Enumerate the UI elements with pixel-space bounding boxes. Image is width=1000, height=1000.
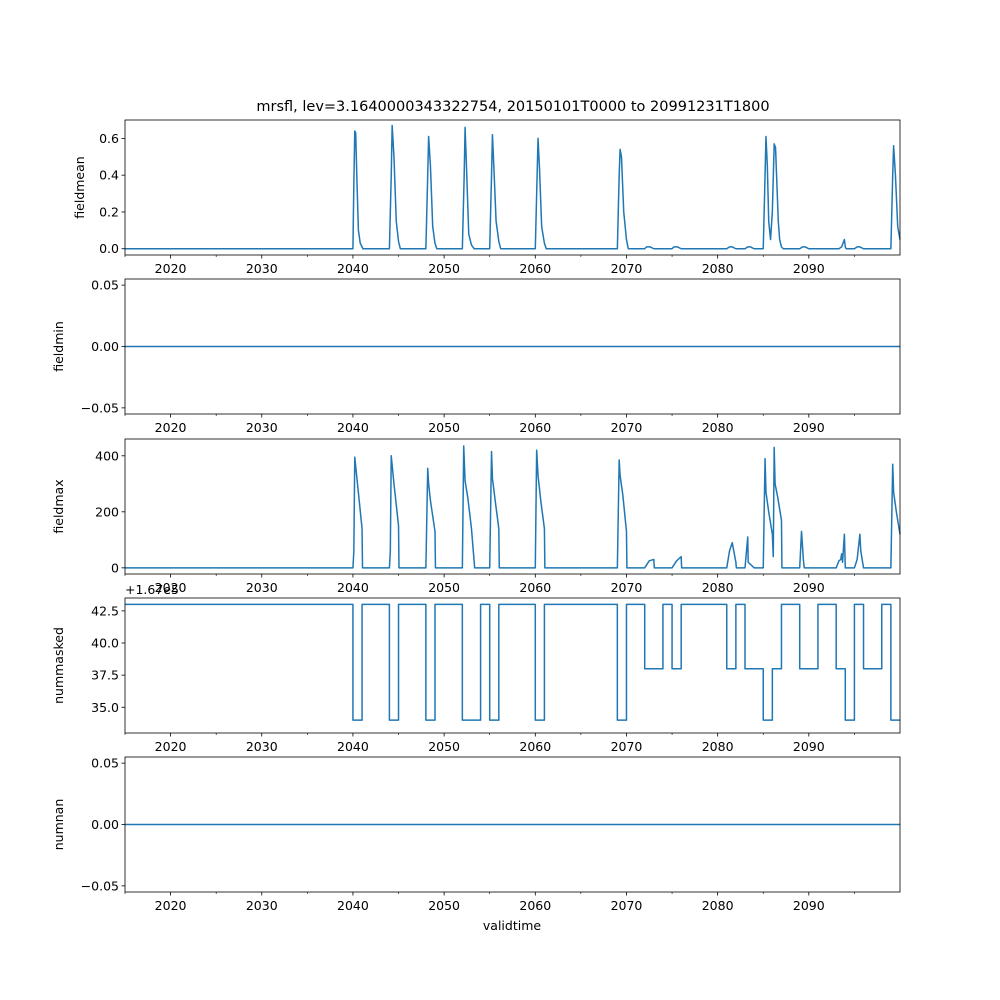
series-line-fieldmean [125,124,901,250]
x-tick-label: 2030 [246,739,278,754]
y-tick-label: 0.00 [91,339,119,354]
x-axis-label: validtime [483,918,541,933]
x-tick-label: 2050 [428,739,460,754]
y-axis-label: fieldmin [51,321,66,372]
y-axis-label: fieldmax [51,479,66,533]
x-tick-label: 2050 [428,898,460,913]
y-axis-label: nummasked [51,627,66,704]
y-axis-label: fieldmean [72,156,87,218]
x-tick-label: 2040 [337,739,369,754]
x-tick-label: 2030 [246,420,278,435]
y-tick-label: 0 [111,560,119,575]
x-tick-label: 2070 [611,420,643,435]
x-tick-label: 2020 [155,898,187,913]
y-tick-label: 0.05 [91,278,119,293]
y-tick-label: 40.0 [91,636,119,651]
axes-frame [124,438,901,575]
figure-title: mrsfl, lev=3.1640000343322754, 20150101T… [256,99,769,115]
x-tick-label: 2090 [793,261,825,276]
x-tick-label: 2070 [611,739,643,754]
x-tick-label: 2020 [155,261,187,276]
x-tick-label: 2060 [519,261,551,276]
x-tick-label: 2060 [519,580,551,595]
subplot-nummasked: 35.0 37.5 40.0 42.5 2020 2030 2040 2050 2060 2070… [51,582,901,754]
x-tick-label: 2060 [519,420,551,435]
y-tick-label: −0.05 [81,400,119,415]
series-line-nummasked [125,603,900,721]
subplot-fieldmin: −0.05 0.00 0.05 2020 2030 2040 2050 2060 2070 208… [51,278,901,435]
x-tick-label: 2050 [428,261,460,276]
subplot-fieldmean: 0.0 0.2 0.4 0.6 2020 2030 2040 2050 2060 2070 2080… [72,119,901,276]
x-tick-label: 2020 [155,420,187,435]
y-tick-label: 42.5 [91,603,119,618]
subplot-stack: 0.0 0.2 0.4 0.6 2020 2030 2040 2050 2060 2070 2080… [51,119,901,913]
x-tick-label: 2030 [246,261,278,276]
y-tick-label: 37.5 [91,668,119,683]
x-tick-label: 2080 [702,898,734,913]
x-tick-label: 2030 [246,898,278,913]
axes-frame [124,119,901,256]
y-tick-label: 0.0 [99,241,119,256]
x-tick-label: 2040 [337,420,369,435]
x-tick-label: 2040 [337,898,369,913]
x-tick-label: 2060 [519,898,551,913]
axes-frame [124,278,901,415]
x-tick-label: 2080 [702,580,734,595]
y-tick-label: 0.05 [91,756,119,771]
y-tick-label: 0.6 [99,131,119,146]
x-tick-label: 2030 [246,580,278,595]
x-tick-label: 2020 [155,580,187,595]
x-tick-label: 2070 [611,261,643,276]
x-tick-label: 2060 [519,739,551,754]
series-line-fieldmax [125,445,901,569]
y-tick-label: 0.2 [99,204,119,219]
y-offset-text: +1.67e5 [125,582,179,597]
x-tick-label: 2090 [793,898,825,913]
x-tick-label: 2070 [611,898,643,913]
x-tick-label: 2020 [155,739,187,754]
y-tick-label: 35.0 [91,700,119,715]
x-tick-label: 2090 [793,739,825,754]
axes-frame [124,756,901,893]
x-tick-label: 2070 [611,580,643,595]
y-tick-label: 200 [95,504,119,519]
x-tick-label: 2050 [428,420,460,435]
x-tick-label: 2090 [793,580,825,595]
subplot-fieldmax: 0 200 400 2020 2030 2040 2050 2060 2070 2080 2090 f… [51,438,901,595]
y-axis-label: numnan [51,799,66,851]
x-tick-label: 2040 [337,261,369,276]
y-tick-label: −0.05 [81,878,119,893]
x-tick-label: 2050 [428,580,460,595]
x-tick-label: 2090 [793,420,825,435]
x-tick-label: 2040 [337,580,369,595]
x-tick-label: 2080 [702,420,734,435]
subplot-numnan: −0.05 0.00 0.05 2020 2030 2040 2050 2060 2070 208… [51,756,901,913]
axes-frame [124,597,901,734]
y-tick-label: 400 [95,448,119,463]
x-tick-label: 2080 [702,739,734,754]
y-tick-label: 0.4 [99,168,119,183]
y-tick-label: 0.00 [91,817,119,832]
x-tick-label: 2080 [702,261,734,276]
